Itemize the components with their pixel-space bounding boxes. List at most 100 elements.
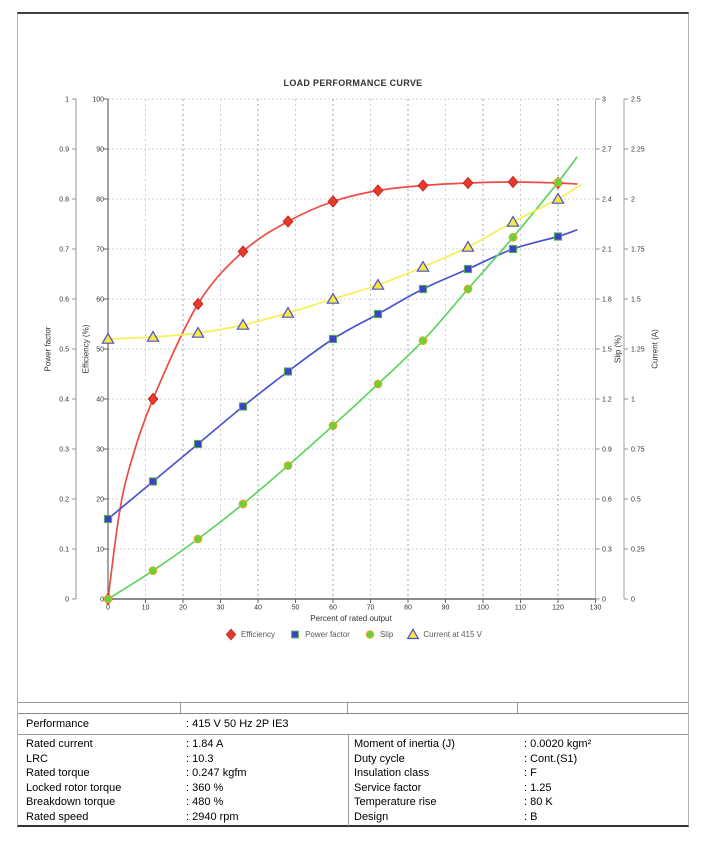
performance-label: Performance	[26, 718, 89, 730]
x-tick: 80	[404, 605, 412, 612]
table-row: Service factor : 1.25	[349, 781, 688, 796]
slip-tick: 2.4	[602, 197, 612, 204]
efficiency-series	[102, 175, 578, 606]
row-label: Rated speed	[26, 810, 89, 823]
power-factor-tick: 0.2	[59, 497, 69, 504]
table-row: LRC : 10.3	[18, 752, 348, 767]
table-row: Design: B	[349, 810, 688, 825]
table-header-strip	[18, 702, 688, 713]
power-factor-series	[103, 229, 578, 524]
power-factor-tick: 0.8	[59, 197, 69, 204]
slip-tick: 0.3	[602, 547, 612, 554]
row-value: : F	[524, 767, 537, 780]
slip-tick: 3	[602, 97, 606, 104]
x-tick: 130	[590, 605, 602, 612]
table-row: Temperature rise: 80 K	[349, 795, 688, 810]
row-value: : 0.0020 kgm²	[524, 738, 592, 750]
x-tick: 90	[442, 605, 450, 612]
table-row: Rated torque : 0.247 kgfm	[18, 766, 348, 781]
row-value: : 2940 rpm	[186, 810, 239, 823]
table-column-left: Rated current: 1.84 A LRC: 10.3 Rated torq…	[18, 735, 348, 826]
row-value: : 10.3	[186, 752, 214, 765]
legend-label: Slip	[379, 630, 394, 639]
performance-value: : 415 V 50 Hz 2P IE3	[186, 718, 289, 730]
efficiency-tick: 0	[100, 597, 104, 604]
power-factor-tick: 0.1	[59, 547, 69, 554]
table-row: Duty cycle: Cont.(S1)	[349, 752, 688, 767]
legend-label: Power factor	[305, 630, 350, 639]
row-label: Breakdown torque	[26, 796, 116, 809]
table-row: Moment of inertia (J): 0.0020 kgm²	[349, 737, 688, 752]
x-tick: 40	[254, 605, 262, 612]
row-label: Locked rotor torque	[26, 781, 122, 794]
slip-tick: 1.8	[602, 297, 612, 304]
strip-cell	[518, 703, 688, 713]
x-tick-labels: 0 10 20 30 40 50 60 70 80 90 100 110 120 130	[106, 599, 601, 612]
slip-tick: 0.9	[602, 447, 612, 454]
efficiency-tick: 60	[96, 297, 104, 304]
slip-series	[103, 156, 578, 604]
strip-cell	[181, 703, 348, 713]
table-body: Rated current: 1.84 A LRC: 10.3 Rated torq…	[18, 735, 688, 826]
legend-item-efficiency: Efficiency	[224, 628, 275, 641]
x-tick: 70	[367, 605, 375, 612]
current-tick: 0.25	[631, 547, 645, 554]
document-frame: LOAD PERFORMANCE CURVE Power factor Effi…	[17, 12, 689, 827]
circle-marker-icon	[365, 630, 375, 639]
efficiency-tick: 20	[96, 497, 104, 504]
slip-tick: 1.2	[602, 397, 612, 404]
power-factor-tick: 1	[65, 97, 69, 104]
x-tick: 50	[292, 605, 300, 612]
slip-tick: 2.7	[602, 147, 612, 154]
current-tick: 1.5	[631, 297, 641, 304]
efficiency-tick: 100	[92, 97, 104, 104]
legend-item-power-factor: Power factor	[288, 628, 350, 641]
current-tick: 2.25	[631, 147, 645, 154]
legend-label: Efficiency	[240, 630, 276, 639]
row-label: Rated torque	[26, 767, 90, 780]
slip-tick: 1.5	[602, 347, 612, 354]
row-label: Service factor	[354, 781, 422, 794]
efficiency-tick: 10	[96, 547, 104, 554]
row-label: Temperature rise	[354, 796, 437, 809]
efficiency-tick: 30	[96, 447, 104, 454]
row-value: : 480 %	[186, 796, 224, 809]
performance-table: Performance : 415 V 50 Hz 2P IE3 Rated c…	[18, 702, 688, 827]
square-marker-icon	[291, 630, 299, 639]
current-tick: 2	[631, 197, 635, 204]
strip-cell	[18, 703, 181, 713]
current-at-415-v-series	[101, 184, 582, 344]
load-performance-chart: LOAD PERFORMANCE CURVE Power factor Effi…	[18, 14, 688, 702]
current-tick: 1.25	[631, 347, 645, 354]
table-row: Locked rotor torque : 360 %	[18, 781, 348, 796]
performance-row: Performance : 415 V 50 Hz 2P IE3	[18, 713, 688, 735]
slip-tick: 0.6	[602, 497, 612, 504]
efficiency-tick: 90	[96, 147, 104, 154]
table-row: Rated current: 1.84 A	[18, 737, 348, 752]
efficiency-tick: 50	[96, 347, 104, 354]
plot-area: 10.90.80.70.60.50.40.30.20.1010090807060…	[59, 97, 644, 612]
x-axis-title: Percent of rated output	[310, 614, 392, 623]
triangle-marker-icon	[406, 628, 420, 640]
chart-legend: Efficiency Power factor Slip Current at 415…	[18, 628, 688, 641]
row-label: LRC	[26, 752, 49, 765]
slip-tick: 0	[602, 597, 606, 604]
legend-item-slip: Slip	[363, 628, 393, 641]
power-factor-tick: 0.3	[59, 447, 69, 454]
x-tick: 0	[106, 605, 110, 612]
current-tick: 0.5	[631, 497, 641, 504]
x-tick: 100	[477, 605, 489, 612]
row-label: Design	[354, 810, 389, 823]
row-value: : 1.25	[524, 781, 552, 794]
power-factor-tick: 0.4	[59, 397, 69, 404]
y-tick-labels: 10.90.80.70.60.50.40.30.20.1010090807060…	[59, 97, 644, 604]
row-value: : 0.247 kgfm	[186, 767, 247, 780]
legend-label: Current at 415 V	[423, 630, 483, 639]
row-value: : 360 %	[186, 781, 224, 794]
x-tick: 60	[329, 605, 337, 612]
diamond-marker-icon	[225, 628, 237, 641]
x-tick: 120	[552, 605, 564, 612]
current-tick: 0.75	[631, 447, 645, 454]
row-label: Insulation class	[354, 767, 430, 780]
